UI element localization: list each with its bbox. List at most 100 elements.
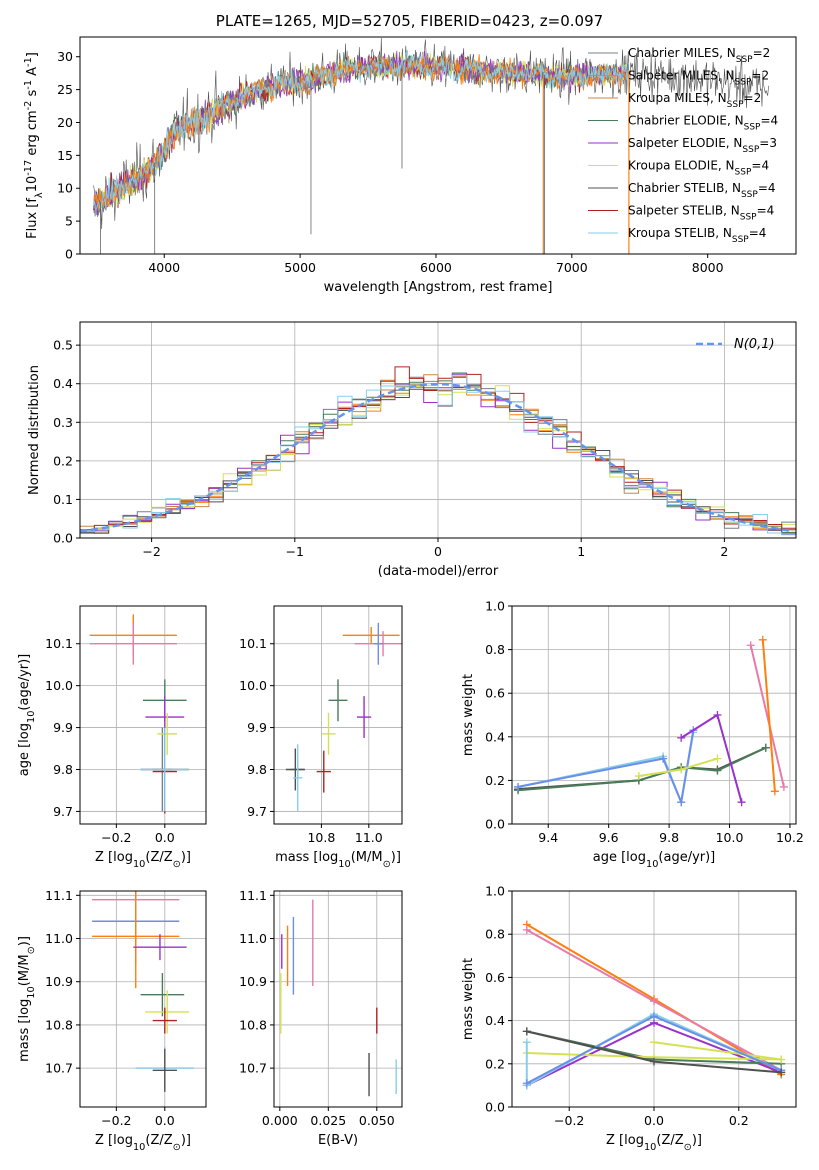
y-tick-label: 11.1 [239, 888, 267, 903]
y-tick-label: 10.9 [45, 974, 73, 989]
x-tick-label: −0.2 [101, 830, 131, 845]
legend-label: N(0,1) [734, 337, 775, 352]
chart-weight_vs_Z [512, 890, 796, 1108]
normal-reference-curve [80, 382, 794, 533]
x-tick-label: 0.2 [729, 1113, 749, 1128]
y-tick-label: 9.7 [247, 804, 267, 819]
x-tick-label: 9.4 [538, 830, 558, 845]
chart-mass_vs_ebv [274, 891, 402, 1107]
errorbar-point [321, 712, 336, 755]
y-tick-label: 11.0 [239, 931, 267, 946]
x-tick-label: −0.2 [554, 1113, 584, 1128]
y-tick-label: 0 [65, 247, 73, 262]
errorbar-point [373, 622, 384, 665]
y-tick-label: 10.7 [45, 1061, 73, 1076]
x-tick-label: 2 [720, 544, 728, 559]
y-tick-label: 25 [57, 82, 73, 97]
weight-marker [777, 1068, 786, 1077]
y-tick-label: 5 [65, 214, 73, 229]
axes-frame [273, 890, 403, 1108]
x-axis-label: age [log10(age/yr)] [593, 850, 716, 870]
y-tick-label: 9.9 [53, 720, 73, 735]
grid-lines [512, 605, 796, 825]
chart-residuals [80, 322, 796, 539]
weight-marker [677, 733, 686, 742]
x-tick-label: 7000 [556, 260, 588, 275]
plot-area [80, 366, 796, 536]
y-tick-label: 10.8 [45, 1017, 73, 1032]
chart-mass_vs_Z [80, 891, 206, 1107]
x-tick-label: −2 [142, 544, 160, 559]
weight-marker [713, 711, 722, 719]
axes-frame [79, 36, 797, 255]
y-tick-label: 0.1 [53, 492, 73, 507]
x-axis-label: mass [log10(M/M⊙)] [275, 850, 401, 870]
y-tick-label: 10.7 [239, 1061, 267, 1076]
grid-lines [80, 891, 206, 1107]
weight-marker [779, 782, 788, 791]
weight-marker [650, 1057, 658, 1066]
weight-marker [650, 1012, 658, 1021]
weight-marker [634, 772, 643, 781]
weight-marker [522, 925, 531, 934]
y-tick-label: 0.8 [485, 927, 505, 942]
errorbar-point [92, 891, 180, 989]
y-tick-label: 0.3 [53, 415, 73, 430]
x-tick-label: 10.2 [776, 830, 804, 845]
legend-label: Kroupa ELODIE, NSSP=4 [628, 159, 769, 178]
weight-series-line [653, 1041, 782, 1061]
legend-label: Chabrier STELIB, NSSP=4 [628, 181, 776, 200]
y-tick-label: 9.9 [247, 720, 267, 735]
weight-marker [659, 754, 668, 763]
x-tick-label: 9.6 [599, 830, 619, 845]
x-tick-label: 9.8 [659, 830, 679, 845]
y-tick-label: 0.8 [485, 642, 505, 657]
y-tick-label: 0.6 [485, 686, 505, 701]
grid-lines [274, 891, 402, 1107]
legend: Chabrier MILES, NSSP=2 Salpeter MILES, NS… [588, 46, 778, 245]
legend-label: Salpeter STELIB, NSSP=4 [628, 204, 774, 223]
y-axis-label: Normed distribution [27, 365, 42, 495]
y-tick-label: 0.0 [485, 1100, 505, 1115]
x-axis-label: Z [log10(Z/Z⊙)] [95, 850, 191, 870]
weight-series-line [761, 639, 776, 792]
plot-area [89, 614, 190, 814]
plot-area [285, 622, 402, 812]
axes-frame [511, 605, 797, 825]
y-tick-label: 0.2 [485, 773, 505, 788]
weight-marker [737, 798, 746, 807]
legend-label: Kroupa MILES, NSSP=2 [628, 91, 761, 110]
axes-frame [273, 605, 403, 825]
y-tick-label: 0.4 [485, 729, 505, 744]
x-tick-label: 11.0 [355, 830, 383, 845]
weight-marker [522, 1038, 531, 1047]
weight-marker [677, 765, 686, 774]
axes-frame [79, 605, 207, 825]
errorbar-point [152, 1007, 177, 1034]
chart-weight_vs_age [512, 605, 796, 825]
y-tick-label: 20 [57, 115, 73, 130]
grid-lines [80, 606, 206, 824]
x-axis-label: wavelength [Angstrom, rest frame] [324, 280, 553, 295]
axes-frame [79, 890, 207, 1108]
errorbar-point [328, 679, 348, 722]
y-axis-label: mass [log10(M/M⊙)] [17, 936, 37, 1062]
legend-label: Salpeter MILES, NSSP=2 [628, 69, 769, 88]
plot-area [92, 891, 194, 1092]
x-tick-label: 4000 [148, 260, 180, 275]
weight-series-line [680, 713, 743, 803]
x-tick-label: 5000 [284, 260, 316, 275]
weight-marker [522, 1079, 531, 1088]
x-tick-label: 0.025 [310, 1113, 346, 1128]
y-axis-label: mass weight [461, 674, 476, 756]
errorbar-point [133, 934, 187, 961]
x-tick-label: −0.2 [101, 1113, 131, 1128]
y-axis-label: age [log10(age/yr)] [17, 654, 37, 777]
x-axis-label: Z [log10(Z/Z⊙)] [606, 1133, 702, 1153]
weight-marker [761, 743, 770, 752]
weight-series-line [517, 730, 695, 806]
figure-title: PLATE=1265, MJD=52705, FIBERID=0423, z=0… [215, 12, 604, 30]
x-tick-label: −1 [286, 544, 304, 559]
x-tick-label: 0 [434, 544, 442, 559]
